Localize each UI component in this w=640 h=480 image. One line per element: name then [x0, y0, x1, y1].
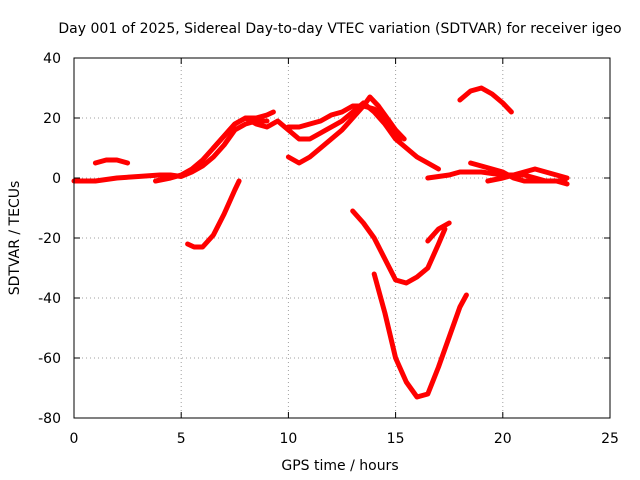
series-line-arc-down2 — [371, 271, 469, 400]
series-line-arc-short — [425, 220, 452, 244]
y-tick-label: -40 — [38, 291, 61, 307]
series-line-arc-down1 — [350, 208, 448, 286]
chart-title: Day 001 of 2025, Sidereal Day-to-day VTE… — [58, 21, 621, 37]
x-tick-label: 20 — [494, 431, 512, 447]
series-line-arc-dip — [185, 178, 242, 250]
y-tick-label: 0 — [52, 171, 61, 187]
y-tick-label: -80 — [38, 411, 61, 427]
y-tick-label: -60 — [38, 351, 61, 367]
x-tick-label: 5 — [177, 431, 186, 447]
series-line-arc-mid3 — [285, 103, 403, 145]
series-line-arc-late3 — [485, 166, 570, 184]
series-line-arc-early — [92, 157, 131, 166]
series-line-arc-top — [457, 85, 514, 115]
x-tick-label: 0 — [70, 431, 79, 447]
y-tick-label: -20 — [38, 231, 61, 247]
x-tick-label: 25 — [601, 431, 619, 447]
y-tick-label: 20 — [43, 111, 61, 127]
series-group — [71, 85, 570, 400]
x-tick-label: 15 — [387, 431, 405, 447]
x-tick-label: 10 — [279, 431, 297, 447]
series-line-arc-late2 — [468, 160, 570, 187]
x-axis-label: GPS time / hours — [281, 458, 398, 474]
y-axis-label: SDTVAR / TECUs — [7, 181, 23, 296]
y-tick-label: 40 — [43, 51, 61, 67]
axis-ticks: 0 5 10 15 20 25 -80 -60 -40 -20 0 20 40 — [38, 51, 619, 447]
series-line-arc-base — [71, 118, 270, 184]
